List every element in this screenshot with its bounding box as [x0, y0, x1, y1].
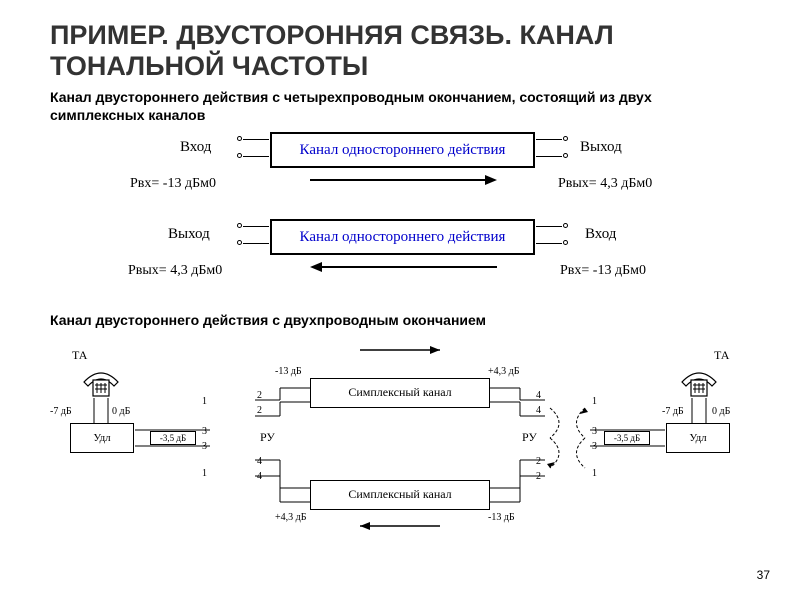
- port-r-3b: 3: [592, 441, 597, 452]
- ru-label-right: РУ: [522, 430, 537, 445]
- port-r-2b: 2: [536, 471, 541, 482]
- port-l-2a: 2: [257, 390, 262, 401]
- atten-box-right: -3,5 дБ: [604, 431, 650, 445]
- udl-box-left: Удл: [70, 423, 134, 453]
- port-r-4a: 4: [536, 390, 541, 401]
- wire: [243, 243, 269, 244]
- port-l-3b: 3: [202, 441, 207, 452]
- udl-left-label: Удл: [93, 432, 110, 444]
- simplex-top-label: Симплексный канал: [348, 385, 451, 400]
- label-in-bottom: Вход: [585, 226, 616, 243]
- label-in-top: Вход: [180, 139, 211, 156]
- wire: [243, 139, 269, 140]
- terminal-dot: [563, 223, 568, 228]
- port-l-4a: 4: [257, 456, 262, 467]
- simplex-box-bottom: Симплексный канал: [310, 480, 490, 510]
- wire: [243, 226, 269, 227]
- terminal-dot: [563, 240, 568, 245]
- db-right-m7: -7 дБ: [662, 406, 684, 417]
- db-left-0: 0 дБ: [112, 406, 130, 417]
- channel-box-bottom: Канал одностороннего действия: [270, 219, 535, 255]
- atten-right-label: -3,5 дБ: [614, 433, 640, 443]
- port-l-4b: 4: [257, 471, 262, 482]
- arrow-left: [310, 262, 497, 272]
- channel-box-bottom-label: Канал одностороннего действия: [300, 228, 506, 246]
- ta-label-left: ТА: [72, 348, 87, 363]
- port-l-1b: 1: [202, 468, 207, 479]
- db-botleft-p43: +4,3 дБ: [275, 512, 306, 523]
- channel-box-top-label: Канал одностороннего действия: [300, 141, 506, 159]
- terminal-dot: [563, 136, 568, 141]
- db-topleft-m13: -13 дБ: [275, 366, 302, 377]
- udl-box-right: Удл: [666, 423, 730, 453]
- wire: [243, 156, 269, 157]
- formula-pout-top: Pвых= 4,3 дБм0: [558, 176, 652, 192]
- atten-left-label: -3,5 дБ: [160, 433, 186, 443]
- port-r-3a: 3: [592, 426, 597, 437]
- ta-label-right: ТА: [714, 348, 729, 363]
- subtitle-1: Канал двустороннего действия с четырехпр…: [50, 88, 750, 124]
- db-left-m7: -7 дБ: [50, 406, 72, 417]
- port-l-1a: 1: [202, 396, 207, 407]
- wire: [536, 139, 562, 140]
- terminal-dot: [563, 153, 568, 158]
- port-r-1a: 1: [592, 396, 597, 407]
- wire: [536, 226, 562, 227]
- formula-pin-top: Pвх= -13 дБм0: [130, 176, 216, 192]
- terminal-dot: [237, 136, 242, 141]
- terminal-dot: [237, 223, 242, 228]
- page-number: 37: [757, 568, 770, 582]
- port-l-3a: 3: [202, 426, 207, 437]
- db-right-0: 0 дБ: [712, 406, 730, 417]
- db-topright-p43: +4,3 дБ: [488, 366, 519, 377]
- label-out-bottom: Выход: [168, 226, 210, 243]
- formula-pout-bottom: Pвых= 4,3 дБм0: [128, 263, 222, 279]
- wire: [536, 243, 562, 244]
- label-out-top: Выход: [580, 139, 622, 156]
- ru-left: [210, 393, 255, 483]
- phone-icon-right: [680, 364, 718, 403]
- port-r-1b: 1: [592, 468, 597, 479]
- simplex-box-top: Симплексный канал: [310, 378, 490, 408]
- terminal-dot: [237, 153, 242, 158]
- port-l-2b: 2: [257, 405, 262, 416]
- arrow-right: [310, 175, 497, 185]
- atten-box-left: -3,5 дБ: [150, 431, 196, 445]
- udl-right-label: Удл: [689, 432, 706, 444]
- subtitle-2: Канал двустороннего действия с двухпрово…: [50, 311, 750, 329]
- phone-icon-left: [82, 364, 120, 403]
- diagram-four-wire: Канал одностороннего действия Вход Выход…: [50, 132, 750, 307]
- formula-pin-bottom: Pвх= -13 дБм0: [560, 263, 646, 279]
- wire: [536, 156, 562, 157]
- terminal-dot: [237, 240, 242, 245]
- diagram-two-wire: ТА ТА Удл Удл -3,5 дБ: [50, 338, 750, 538]
- port-r-2a: 2: [536, 456, 541, 467]
- simplex-bottom-label: Симплексный канал: [348, 487, 451, 502]
- db-botright-m13: -13 дБ: [488, 512, 515, 523]
- page-title: ПРИМЕР. ДВУСТОРОННЯЯ СВЯЗЬ. КАНАЛ ТОНАЛЬ…: [50, 20, 750, 82]
- port-r-4b: 4: [536, 405, 541, 416]
- ru-label-left: РУ: [260, 430, 275, 445]
- channel-box-top: Канал одностороннего действия: [270, 132, 535, 168]
